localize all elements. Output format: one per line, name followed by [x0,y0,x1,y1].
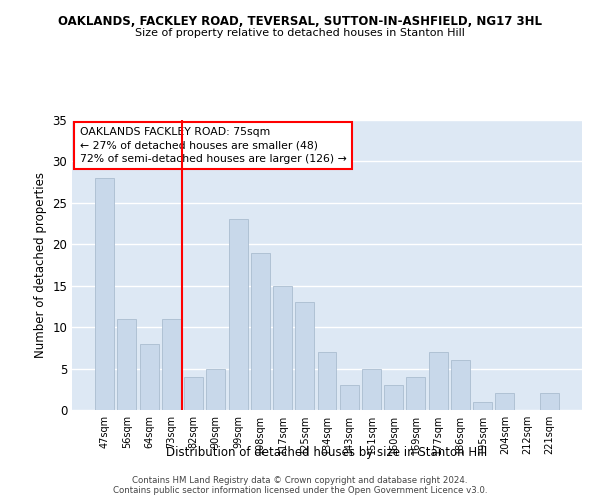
Text: Size of property relative to detached houses in Stanton Hill: Size of property relative to detached ho… [135,28,465,38]
Bar [95,178,114,410]
Bar [251,252,270,410]
Text: OAKLANDS, FACKLEY ROAD, TEVERSAL, SUTTON-IN-ASHFIELD, NG17 3HL: OAKLANDS, FACKLEY ROAD, TEVERSAL, SUTTON… [58,15,542,28]
Bar [118,319,136,410]
Bar [140,344,158,410]
Bar [295,302,314,410]
Bar [451,360,470,410]
Bar [340,385,359,410]
Bar [273,286,292,410]
Bar [162,319,181,410]
Bar [206,368,225,410]
Bar [229,220,248,410]
Bar [540,394,559,410]
Y-axis label: Number of detached properties: Number of detached properties [34,172,47,358]
Bar [496,394,514,410]
Bar [184,377,203,410]
Bar [317,352,337,410]
Text: OAKLANDS FACKLEY ROAD: 75sqm
← 27% of detached houses are smaller (48)
72% of se: OAKLANDS FACKLEY ROAD: 75sqm ← 27% of de… [80,127,346,164]
Text: Contains HM Land Registry data © Crown copyright and database right 2024.
Contai: Contains HM Land Registry data © Crown c… [113,476,487,495]
Text: Distribution of detached houses by size in Stanton Hill: Distribution of detached houses by size … [166,446,488,459]
Bar [362,368,381,410]
Bar [429,352,448,410]
Bar [384,385,403,410]
Bar [406,377,425,410]
Bar [473,402,492,410]
